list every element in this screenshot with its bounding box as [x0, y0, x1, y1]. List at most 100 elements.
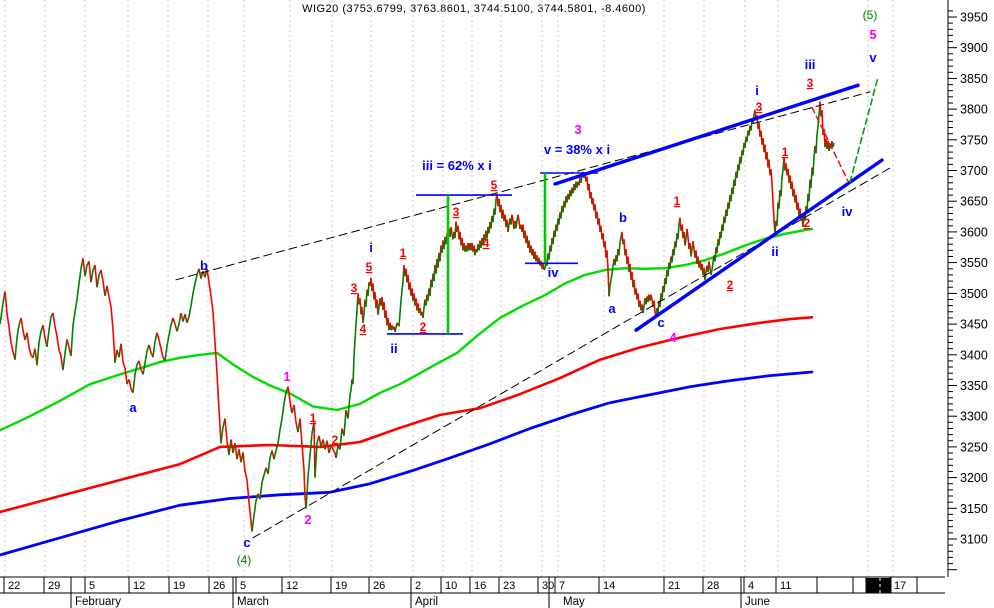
price-segment-down: [42, 325, 48, 347]
price-segment-up: [305, 422, 315, 509]
price-segment-down: [26, 332, 34, 359]
channel-lower-dashed: [252, 165, 894, 539]
wave-label-4: (4): [237, 553, 252, 567]
ma-medium-line: [0, 315, 814, 514]
price-segment-down: [20, 317, 26, 341]
week-label: 21: [668, 580, 680, 592]
week-label: 19: [335, 580, 347, 592]
price-segment-down: [770, 169, 776, 234]
wave-label-2: 2: [304, 512, 311, 527]
ma-slow-line: [0, 370, 814, 557]
wave-label-2: 2: [332, 433, 339, 447]
wave-label-3: 3: [807, 76, 814, 90]
price-segment-down: [148, 344, 154, 358]
price-segment-down: [293, 405, 299, 433]
price-segment-up: [267, 450, 273, 474]
y-axis-label: 3650: [960, 195, 988, 209]
wave-label-iv: iv: [548, 265, 560, 280]
y-axis-label: 3700: [960, 164, 988, 178]
price-segment-up: [36, 325, 44, 366]
week-label: 23: [503, 580, 515, 592]
wave-label-1: 1: [400, 246, 407, 260]
month-label: February: [75, 596, 121, 608]
price-segment-up: [812, 145, 816, 176]
price-segment-up: [142, 344, 150, 375]
week-label: 16: [474, 580, 486, 592]
price-segment-up: [176, 312, 182, 332]
month-label: June: [745, 596, 770, 608]
week-label: 12: [286, 580, 298, 592]
wave-label-c: c: [657, 315, 664, 330]
week-label: 29: [48, 580, 60, 592]
wave-label-2: 2: [420, 320, 427, 334]
wave-label-i: i: [755, 83, 759, 98]
price-segment-down: [4, 291, 16, 360]
price-segment-up: [339, 428, 343, 450]
price-segment-up: [780, 156, 785, 197]
price-segment-down: [52, 312, 64, 371]
projection-wave-v-green-dashed: [849, 76, 879, 183]
week-label: 30: [542, 580, 554, 592]
x-axis: 22 29 5 12 19 26 5 12 19 26 2 10 16 23 30 7 14 21 28 4 11 17 F…: [0, 576, 945, 608]
price-segment-down: [94, 265, 98, 288]
price-segment-down: [287, 386, 293, 414]
cursor-box[interactable]: [866, 578, 891, 593]
wave-label-iv: iv: [842, 204, 854, 219]
week-label: 5: [240, 580, 246, 592]
wave-label-ii: ii: [390, 341, 397, 356]
wave-label-i: i: [369, 240, 373, 255]
wave-label-3: 3: [351, 281, 358, 295]
price-segment-down: [120, 343, 128, 385]
y-axis-label: 3350: [960, 379, 988, 393]
cursor-selection-box[interactable]: [866, 578, 891, 593]
ma-fast: [0, 227, 814, 432]
wave-label-3: 3: [453, 205, 460, 219]
week-label: 19: [173, 580, 185, 592]
wave-label-a: a: [129, 400, 137, 415]
price-segment-down: [299, 418, 307, 509]
week-label: 26: [373, 580, 385, 592]
wave-label-a: a: [608, 301, 616, 316]
price-segment-up: [96, 269, 102, 288]
week-label: 22: [8, 580, 20, 592]
price-segment-down: [106, 285, 116, 363]
wave-label-2: 2: [804, 216, 811, 230]
month-label: May: [563, 596, 585, 608]
price-segment-up: [70, 258, 84, 357]
price-segment-down: [100, 269, 106, 296]
ma-medium: [0, 315, 814, 514]
wave-label-5: 5: [491, 178, 498, 192]
y-axis-label: 3600: [960, 225, 988, 239]
price-segment-up: [0, 291, 6, 325]
wave-label-2: 2: [727, 278, 734, 292]
price-segment-down: [128, 379, 134, 394]
price-segment-up: [710, 255, 715, 276]
price-segment-up: [84, 261, 90, 277]
price-segment-up: [608, 258, 615, 297]
price-segment-down: [156, 332, 166, 362]
week-label: 7: [559, 580, 565, 592]
wave-label-ii: ii: [771, 244, 778, 259]
price-segment-up: [132, 360, 140, 393]
price-series: [0, 101, 835, 532]
week-label: 28: [707, 580, 719, 592]
price-segment-down: [224, 418, 230, 456]
wave-label-1: 1: [782, 145, 789, 159]
price-segment-down: [172, 317, 178, 332]
price-segment-up: [46, 312, 54, 347]
y-axis-label: 3100: [960, 533, 988, 547]
price-segment-down: [330, 445, 337, 459]
price-segment-up: [832, 142, 835, 148]
week-label: 11: [780, 580, 791, 592]
wave-support-blue: [634, 158, 884, 332]
wave-label-5: 5: [869, 27, 876, 42]
ma-fast-line: [0, 227, 814, 432]
ma-slow: [0, 370, 814, 557]
wave-label-4: 4: [669, 330, 677, 345]
y-axis-label: 3200: [960, 471, 988, 485]
y-axis-label: 3150: [960, 502, 988, 516]
price-segment-down: [318, 435, 322, 448]
y-axis-label: 3450: [960, 318, 988, 332]
